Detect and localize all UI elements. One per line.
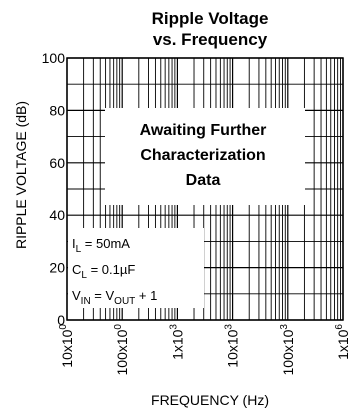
annotation-line1: Awaiting Further: [140, 122, 267, 139]
x-tick-label: 1x103: [168, 324, 185, 360]
y-tick-label: 40: [49, 207, 65, 223]
x-tick-label: 100x103: [279, 324, 296, 376]
x-tick-label: 10x100: [58, 324, 75, 368]
y-tick-label: 80: [49, 102, 65, 118]
chart-title-line2: vs. Frequency: [153, 30, 268, 49]
x-axis-label: FREQUENCY (Hz): [151, 392, 269, 408]
y-axis-label: RIPPLE VOLTAGE (dB): [13, 101, 29, 249]
y-tick-label: 20: [49, 260, 65, 276]
x-tick-label: 10x103: [224, 324, 241, 368]
y-tick-label: 60: [49, 155, 65, 171]
x-tick-label: 100x100: [113, 324, 130, 376]
y-tick-label: 100: [42, 50, 66, 66]
annotation-line3: Data: [186, 172, 221, 189]
x-tick-labels: 10x100 100x100 1x103 10x103 100x103 1x106: [58, 324, 351, 376]
annotation-line2: Characterization: [140, 147, 265, 164]
x-tick-label: 1x106: [334, 324, 351, 360]
chart-title-line1: Ripple Voltage: [152, 9, 269, 28]
